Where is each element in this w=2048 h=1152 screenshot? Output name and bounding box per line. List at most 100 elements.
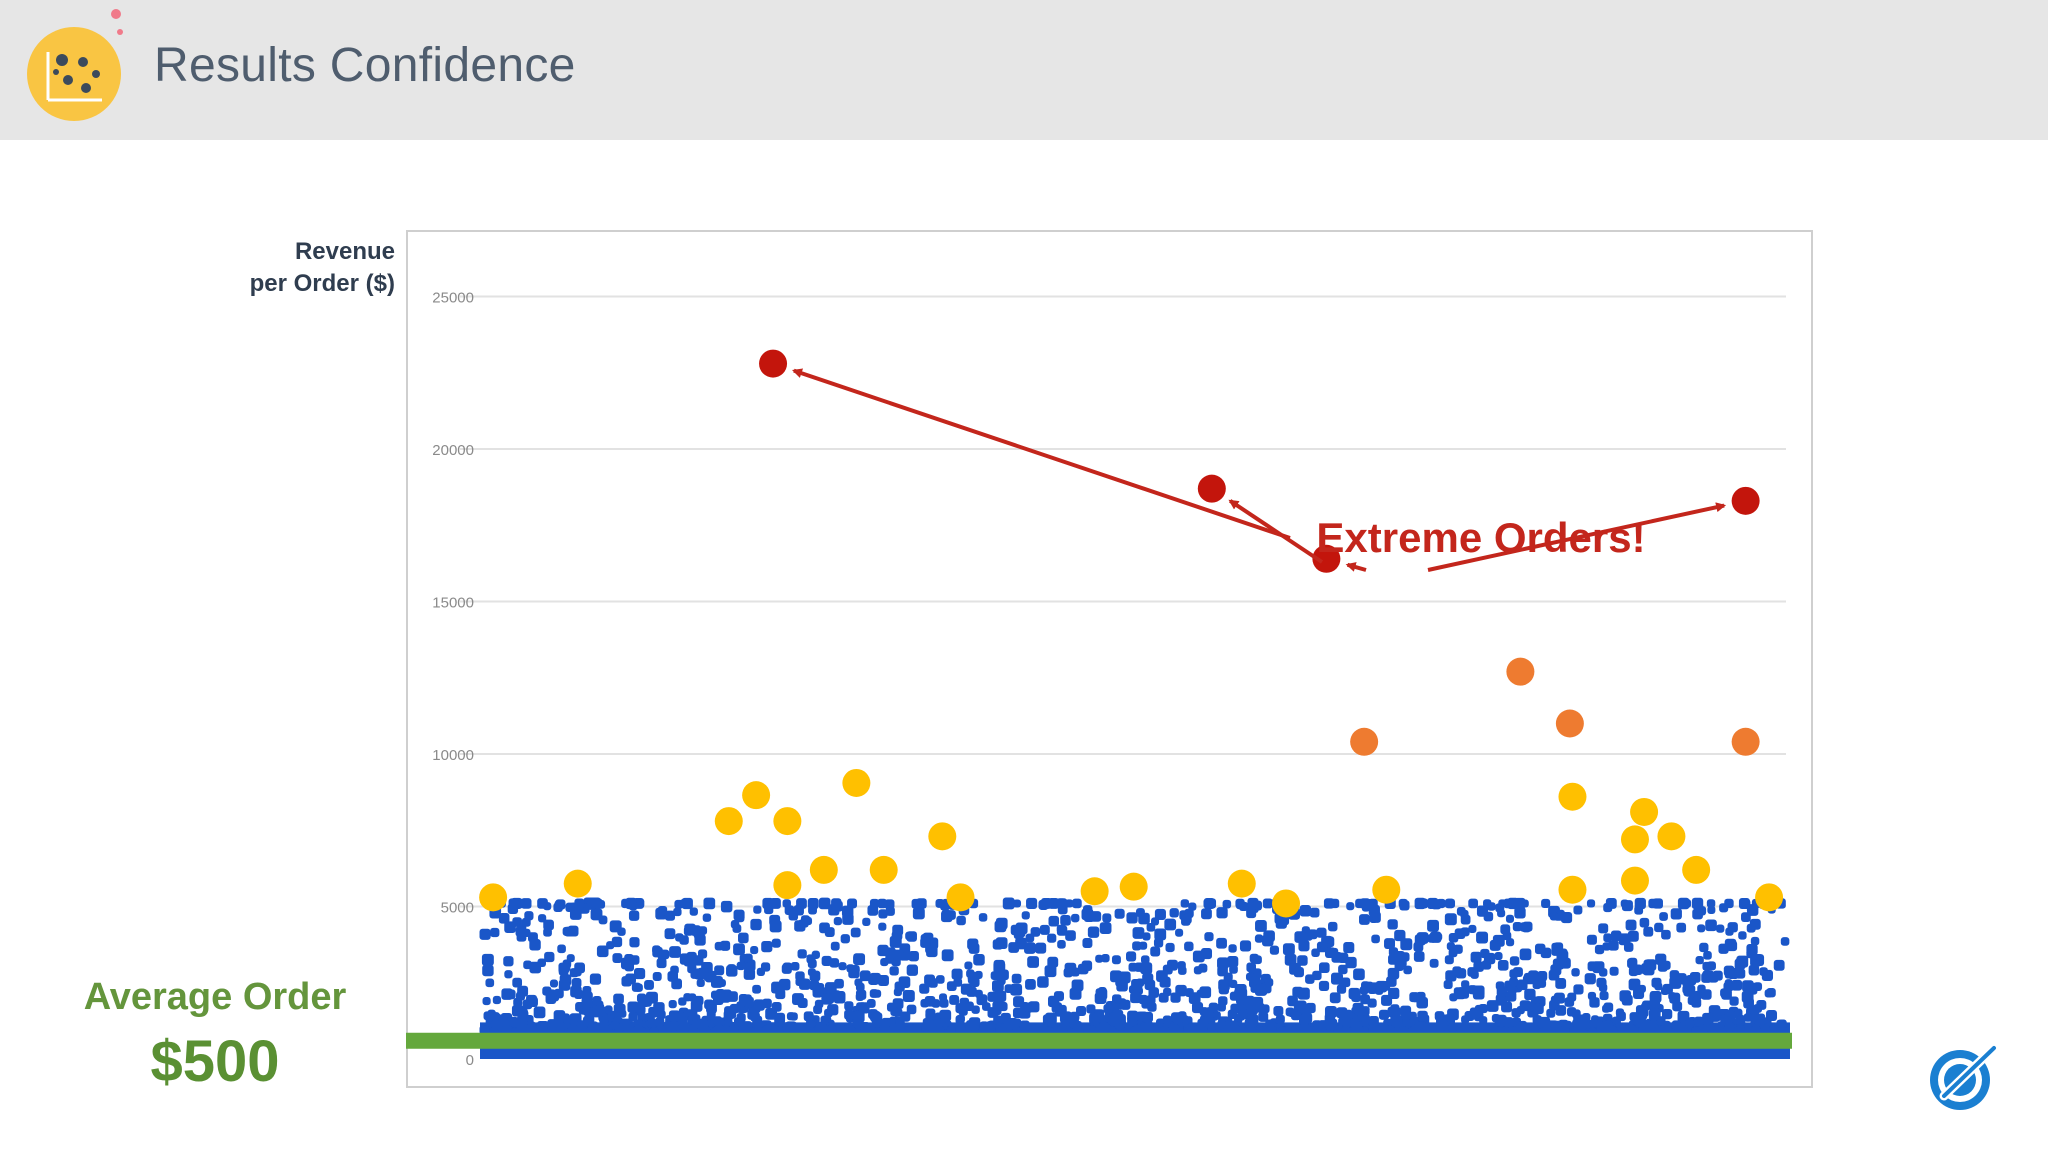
normal-order-point xyxy=(1013,996,1025,1008)
normal-order-point xyxy=(571,978,582,988)
normal-order-point xyxy=(831,898,842,909)
normal-order-point xyxy=(544,951,555,963)
normal-order-point xyxy=(1045,1012,1057,1025)
normal-order-point xyxy=(1287,1008,1297,1018)
normal-order-point xyxy=(581,997,593,1008)
normal-order-point xyxy=(1247,1004,1258,1015)
normal-order-point xyxy=(1429,931,1442,943)
normal-order-point xyxy=(1019,1020,1030,1031)
normal-order-point xyxy=(574,989,584,999)
normal-order-point xyxy=(877,944,889,957)
normal-order-point xyxy=(1110,970,1122,983)
normal-order-point xyxy=(1391,1016,1403,1028)
normal-order-point xyxy=(1699,942,1709,953)
normal-order-point xyxy=(503,956,514,967)
normal-order-point xyxy=(653,1002,665,1014)
normal-order-point xyxy=(1615,1008,1625,1017)
normal-order-point xyxy=(1536,972,1546,982)
normal-order-point xyxy=(1720,1014,1730,1025)
normal-order-point xyxy=(895,1016,904,1026)
normal-order-point xyxy=(1621,900,1633,912)
normal-order-point xyxy=(951,968,963,980)
normal-order-point xyxy=(1427,919,1439,932)
normal-order-point xyxy=(1254,934,1264,943)
normal-order-point xyxy=(533,1006,546,1019)
normal-order-point xyxy=(1218,984,1230,995)
normal-order-point xyxy=(507,903,519,914)
normal-order-point xyxy=(808,905,817,915)
normal-order-point xyxy=(946,1026,956,1035)
normal-order-point xyxy=(1041,898,1052,909)
normal-order-point xyxy=(628,1012,638,1022)
normal-order-point xyxy=(1207,1022,1217,1032)
normal-order-point xyxy=(1483,911,1494,922)
normal-order-point xyxy=(1505,914,1515,923)
normal-order-point xyxy=(1509,969,1519,979)
normal-order-point xyxy=(657,905,668,916)
normal-order-point xyxy=(1224,972,1233,982)
normal-order-point xyxy=(1628,966,1639,977)
normal-order-point xyxy=(925,1008,936,1019)
normal-order-point xyxy=(750,945,759,955)
normal-order-point xyxy=(614,1024,624,1034)
high-order-point xyxy=(1558,782,1587,811)
normal-order-point xyxy=(621,976,632,987)
normal-order-point xyxy=(1262,898,1273,909)
normal-order-point xyxy=(555,899,566,910)
normal-order-point xyxy=(1142,1011,1154,1023)
normal-order-point xyxy=(1086,1004,1096,1014)
normal-order-point xyxy=(931,999,941,1008)
normal-order-point xyxy=(1216,907,1228,919)
normal-order-point xyxy=(973,953,985,966)
normal-order-point xyxy=(850,927,861,938)
normal-order-point xyxy=(1529,1024,1538,1033)
normal-order-point xyxy=(1239,940,1252,952)
normal-order-point xyxy=(1453,944,1463,954)
normal-order-point xyxy=(1675,973,1687,985)
normal-order-point xyxy=(1328,921,1338,932)
normal-order-point xyxy=(668,1010,681,1022)
normal-order-point xyxy=(1341,1009,1353,1021)
normal-order-point xyxy=(1748,964,1760,976)
normal-order-point xyxy=(1616,1022,1626,1032)
normal-order-point xyxy=(1694,1016,1704,1027)
normal-order-point xyxy=(1464,1025,1474,1035)
normal-order-point xyxy=(1156,1019,1165,1028)
normal-order-point xyxy=(1236,995,1246,1005)
normal-order-point xyxy=(490,927,500,938)
normal-order-point xyxy=(1605,898,1617,909)
normal-order-point xyxy=(769,920,782,933)
normal-order-point xyxy=(1218,996,1228,1006)
normal-order-point xyxy=(574,898,585,909)
normal-order-point xyxy=(1346,902,1355,911)
normal-order-point xyxy=(844,1009,855,1020)
normal-order-point xyxy=(761,941,773,953)
normal-order-point xyxy=(1222,899,1232,909)
normal-order-point xyxy=(920,937,931,948)
normal-order-point xyxy=(1603,1002,1614,1013)
normal-order-point xyxy=(522,928,531,938)
normal-order-point xyxy=(1443,979,1453,990)
normal-order-point xyxy=(1735,968,1746,979)
normal-order-point xyxy=(504,921,516,933)
high-order-point xyxy=(1372,875,1401,904)
normal-order-point xyxy=(1618,933,1631,946)
normal-order-point xyxy=(846,964,855,973)
normal-order-point xyxy=(1454,928,1466,940)
normal-order-point xyxy=(1297,987,1310,1000)
normal-order-point xyxy=(629,937,640,948)
normal-order-point xyxy=(1468,924,1477,934)
normal-order-point xyxy=(1159,976,1171,988)
normal-order-point xyxy=(946,910,956,920)
normal-order-point xyxy=(1180,899,1190,908)
high-order-point xyxy=(869,855,898,884)
normal-order-point xyxy=(1120,999,1131,1010)
normal-order-point xyxy=(738,932,749,944)
normal-order-point xyxy=(1013,899,1022,908)
normal-order-point xyxy=(1716,924,1725,933)
normal-order-point xyxy=(1150,946,1161,957)
normal-order-point xyxy=(482,997,491,1006)
normal-order-point xyxy=(1706,899,1716,908)
normal-order-point xyxy=(1746,923,1756,933)
normal-order-point xyxy=(1393,950,1405,962)
